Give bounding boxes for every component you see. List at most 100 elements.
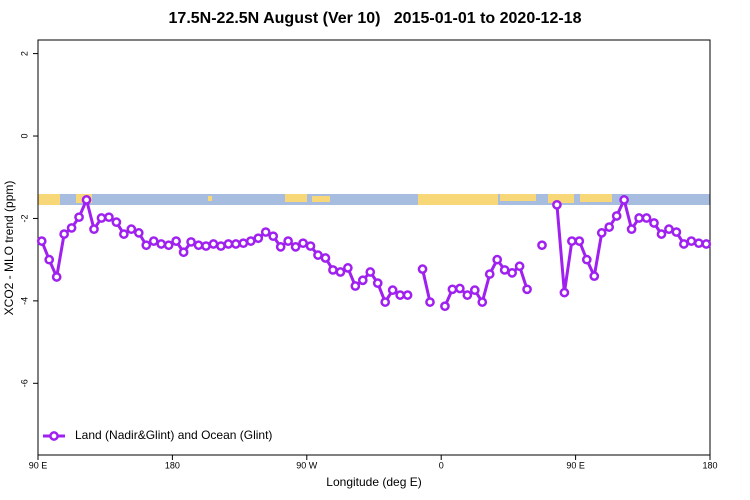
data-point bbox=[44, 254, 55, 265]
data-point bbox=[537, 240, 547, 251]
data-point bbox=[238, 238, 249, 249]
data-point bbox=[119, 229, 129, 239]
data-point bbox=[686, 236, 697, 246]
data-point bbox=[335, 267, 346, 277]
x-tick-label: 90 W bbox=[296, 460, 318, 470]
y-tick-label: -2 bbox=[19, 214, 29, 222]
data-point bbox=[141, 240, 152, 251]
data-point bbox=[462, 290, 473, 300]
data-point bbox=[81, 195, 92, 205]
y-tick-label: -6 bbox=[19, 379, 29, 387]
data-point bbox=[387, 285, 398, 296]
data-point bbox=[36, 236, 47, 246]
data-point bbox=[96, 213, 107, 223]
data-point bbox=[604, 222, 615, 232]
data-point bbox=[268, 231, 279, 242]
data-point bbox=[111, 217, 122, 228]
data-point bbox=[231, 239, 241, 249]
data-point bbox=[357, 275, 368, 286]
data-point bbox=[641, 213, 652, 223]
data-point bbox=[484, 269, 495, 279]
x-tick-label: 180 bbox=[165, 460, 180, 470]
x-axis-label: Longitude (deg E) bbox=[326, 475, 421, 489]
plot-frame bbox=[37, 39, 711, 456]
data-point bbox=[365, 267, 376, 277]
data-point bbox=[440, 301, 450, 312]
data-point bbox=[447, 284, 458, 295]
data-point bbox=[290, 242, 301, 252]
data-point bbox=[402, 290, 413, 300]
data-point bbox=[245, 236, 256, 246]
data-point bbox=[104, 212, 114, 223]
data-point bbox=[634, 213, 644, 223]
data-point bbox=[649, 218, 659, 228]
data-point bbox=[395, 290, 405, 300]
data-point bbox=[574, 236, 585, 246]
data-point bbox=[671, 227, 682, 237]
data-point bbox=[171, 236, 181, 246]
data-point bbox=[223, 239, 234, 249]
data-point bbox=[581, 254, 592, 265]
data-point bbox=[66, 223, 77, 233]
legend-marker bbox=[49, 431, 59, 441]
data-point bbox=[372, 278, 383, 288]
land-ocean-strip bbox=[38, 194, 710, 205]
data-point bbox=[656, 229, 667, 239]
data-point bbox=[148, 236, 159, 246]
data-point bbox=[74, 212, 84, 223]
data-point bbox=[664, 224, 674, 235]
data-point bbox=[253, 233, 264, 244]
y-axis-label: XCO2 - MLO trend (ppm) bbox=[2, 181, 16, 316]
data-point bbox=[51, 272, 62, 282]
data-point bbox=[305, 241, 316, 251]
data-point bbox=[701, 239, 712, 249]
data-point bbox=[133, 228, 144, 238]
data-point bbox=[417, 264, 428, 274]
data-point bbox=[275, 242, 286, 252]
data-point bbox=[186, 237, 196, 247]
data-point bbox=[552, 199, 562, 210]
data-point bbox=[126, 224, 137, 235]
data-point bbox=[260, 227, 271, 237]
data-point bbox=[626, 224, 637, 235]
data-point bbox=[589, 271, 600, 281]
data-point bbox=[679, 239, 689, 249]
data-point bbox=[320, 253, 331, 263]
data-point bbox=[425, 297, 435, 307]
data-point bbox=[492, 254, 503, 265]
data-point bbox=[559, 287, 570, 298]
data-point bbox=[350, 281, 361, 291]
data-point bbox=[499, 265, 510, 275]
data-point bbox=[59, 229, 69, 239]
data-point bbox=[596, 228, 607, 238]
legend-label: Land (Nadir&Glint) and Ocean (Glint) bbox=[75, 428, 272, 442]
data-point bbox=[328, 265, 338, 275]
x-tick-label: 90 E bbox=[29, 460, 48, 470]
data-point bbox=[298, 238, 308, 249]
x-tick-label: 180 bbox=[702, 460, 717, 470]
data-point bbox=[567, 236, 577, 246]
data-point bbox=[283, 236, 293, 246]
data-point bbox=[178, 247, 189, 258]
data-point bbox=[619, 195, 629, 205]
series-line bbox=[40, 198, 707, 307]
data-point bbox=[156, 239, 167, 249]
data-point bbox=[514, 261, 525, 272]
y-tick-label: 0 bbox=[19, 134, 29, 139]
data-point bbox=[469, 285, 480, 296]
data-point bbox=[611, 211, 622, 221]
data-point bbox=[477, 297, 488, 307]
data-point bbox=[208, 239, 219, 249]
data-point bbox=[522, 284, 532, 295]
data-point bbox=[343, 263, 353, 273]
y-tick-label: 2 bbox=[19, 51, 29, 56]
data-point bbox=[201, 241, 211, 251]
data-point bbox=[89, 224, 99, 235]
x-tick-label: 0 bbox=[439, 460, 444, 470]
data-point bbox=[193, 240, 204, 251]
x-tick-label: 90 E bbox=[566, 460, 585, 470]
data-point bbox=[507, 267, 517, 278]
data-point bbox=[216, 241, 226, 251]
data-point bbox=[455, 283, 465, 294]
